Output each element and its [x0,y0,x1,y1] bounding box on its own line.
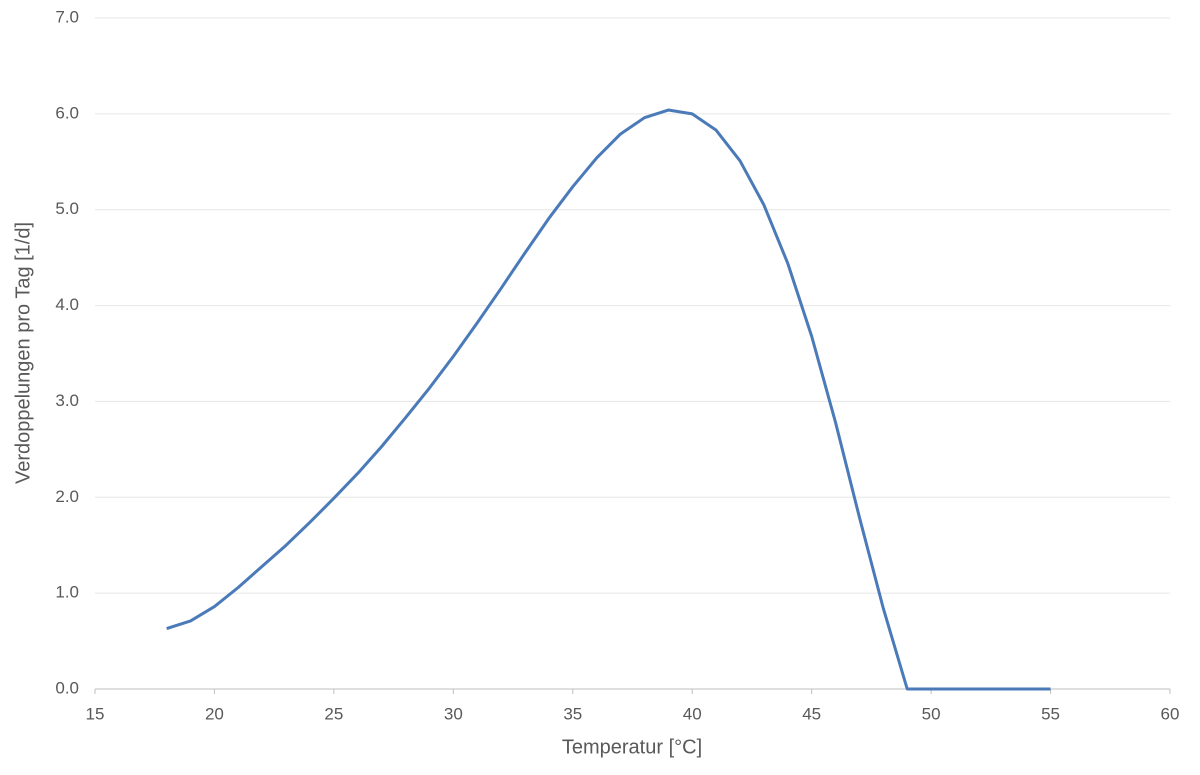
line-series [166,108,1051,691]
x-tick-label: 25 [324,704,343,723]
x-tick-label: 60 [1161,704,1180,723]
x-tick-label: 50 [922,704,941,723]
y-tick-label: 7.0 [55,7,79,26]
y-axis-title: Verdoppelungen pro Tag [1/d] [12,222,34,484]
y-tick-label: 0.0 [55,678,79,697]
x-tick-label: 35 [563,704,582,723]
x-tick-label: 45 [802,704,821,723]
x-tick-label: 15 [86,704,105,723]
x-axis-title: Temperatur [°C] [562,736,702,758]
y-tick-label: 2.0 [55,487,79,506]
x-tick-label: 20 [205,704,224,723]
x-tick-label: 30 [444,704,463,723]
y-tick-label: 1.0 [55,583,79,602]
x-tick-label: 55 [1041,704,1060,723]
y-tick-label: 6.0 [55,103,79,122]
y-tick-label: 3.0 [55,391,79,410]
x-tick-label: 40 [683,704,702,723]
y-tick-label: 4.0 [55,295,79,314]
y-tick-label: 5.0 [55,199,79,218]
